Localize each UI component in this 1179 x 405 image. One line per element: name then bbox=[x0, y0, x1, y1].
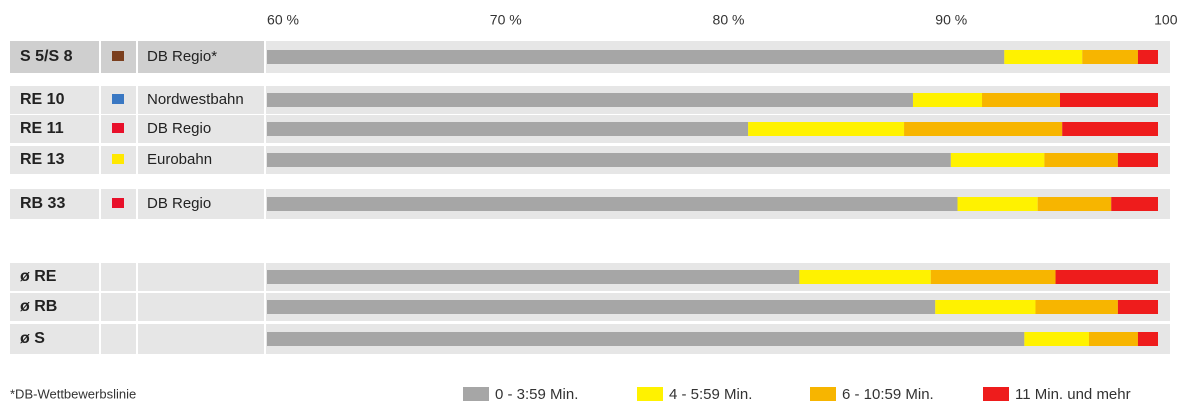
operator-swatch bbox=[112, 51, 124, 61]
bar-segment bbox=[267, 197, 958, 211]
legend-label: 11 Min. und mehr bbox=[1015, 386, 1131, 403]
bar-segment bbox=[1024, 332, 1089, 346]
bar-segment bbox=[267, 153, 951, 167]
legend-label: 4 - 5:59 Min. bbox=[669, 386, 752, 403]
bar-segment bbox=[904, 122, 1063, 136]
x-tick-label: 80 % bbox=[713, 12, 745, 28]
row-label: RE 13 bbox=[20, 151, 65, 168]
bar-segment bbox=[267, 122, 749, 136]
bar-segment bbox=[1137, 332, 1158, 346]
x-tick-label: 90 % bbox=[935, 12, 967, 28]
bar-segment bbox=[912, 93, 983, 107]
operator-label: DB Regio bbox=[147, 120, 211, 137]
row-label: RB 33 bbox=[20, 195, 65, 212]
bar-segment bbox=[982, 93, 1060, 107]
bar-segment bbox=[1004, 50, 1083, 64]
bar-segment bbox=[1055, 270, 1158, 284]
row-label: ø S bbox=[20, 330, 45, 347]
bar-segment bbox=[957, 197, 1038, 211]
bar-segment bbox=[1037, 197, 1112, 211]
bar-segment bbox=[1059, 93, 1158, 107]
x-tick-label: 70 % bbox=[490, 12, 522, 28]
row-label: ø RE bbox=[20, 268, 57, 285]
bar-segment bbox=[799, 270, 931, 284]
x-tick-label: 100 % bbox=[1154, 12, 1179, 28]
legend-label: 6 - 10:59 Min. bbox=[842, 386, 934, 403]
bar-segment bbox=[930, 270, 1056, 284]
operator-swatch bbox=[112, 198, 124, 208]
bar-segment bbox=[1137, 50, 1158, 64]
bar-segment bbox=[267, 93, 913, 107]
bar-segment bbox=[1082, 50, 1138, 64]
operator-swatch bbox=[112, 94, 124, 104]
bar-segment bbox=[1117, 153, 1158, 167]
operator-label: Eurobahn bbox=[147, 151, 212, 168]
bar-segment bbox=[267, 332, 1025, 346]
bar-segment bbox=[267, 300, 936, 314]
bar-segment bbox=[267, 50, 1005, 64]
bar-segment bbox=[1044, 153, 1118, 167]
row-label: S 5/S 8 bbox=[20, 48, 73, 65]
row-label: ø RB bbox=[20, 298, 57, 315]
legend-swatch bbox=[810, 387, 836, 401]
bar-segment bbox=[1111, 197, 1158, 211]
operator-swatch bbox=[112, 154, 124, 164]
bar-segment bbox=[267, 270, 800, 284]
row-label: RE 11 bbox=[20, 120, 64, 137]
operator-label: DB Regio* bbox=[147, 48, 217, 65]
operator-label: Nordwestbahn bbox=[147, 91, 244, 108]
bar-segment bbox=[950, 153, 1045, 167]
legend-swatch bbox=[983, 387, 1009, 401]
bar-segment bbox=[935, 300, 1036, 314]
operator-swatch bbox=[112, 123, 124, 133]
x-tick-label: 60 % bbox=[267, 12, 299, 28]
row-label: RE 10 bbox=[20, 91, 65, 108]
bar-segment bbox=[1088, 332, 1138, 346]
bar-segment bbox=[748, 122, 905, 136]
legend-swatch bbox=[463, 387, 489, 401]
footnote: *DB-Wettbewerbslinie bbox=[10, 386, 136, 401]
legend-label: 0 - 3:59 Min. bbox=[495, 386, 578, 403]
operator-label: DB Regio bbox=[147, 195, 211, 212]
bar-segment bbox=[1062, 122, 1158, 136]
legend-swatch bbox=[637, 387, 663, 401]
bar-segment bbox=[1117, 300, 1158, 314]
bar-segment bbox=[1035, 300, 1118, 314]
